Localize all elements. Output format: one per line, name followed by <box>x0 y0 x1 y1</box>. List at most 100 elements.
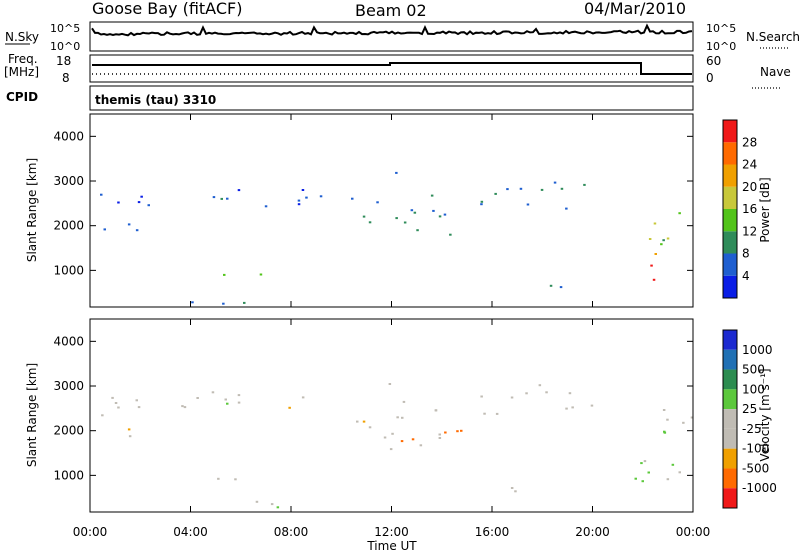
power-echo-cell <box>549 284 553 287</box>
velocity-echo-cell <box>411 438 415 441</box>
velocity-colorbar-frame <box>722 329 738 509</box>
velocity-echo-cell <box>224 398 227 401</box>
velocity-echo-cell <box>480 395 483 398</box>
power-echo-cell <box>410 209 414 212</box>
velocity-echo-cell <box>117 406 120 409</box>
beam-title: Beam 02 <box>355 1 427 20</box>
cpid-label: CPID <box>6 90 38 104</box>
freq-label: Freq. <box>8 52 38 66</box>
velocity-y-tick-label: 4000 <box>53 334 84 348</box>
velocity-echo-cell <box>181 405 184 408</box>
power-colorbar-tick: 4 <box>742 269 750 283</box>
power-colorbar-tick: 8 <box>742 247 750 261</box>
power-colorbar-tick: 12 <box>742 224 757 238</box>
power-echo-cell <box>376 201 379 204</box>
power-echo-cell <box>259 273 263 276</box>
power-echo-cell <box>137 201 141 204</box>
velocity-colorbar-tick: 500 <box>742 363 765 377</box>
power-echo-cell <box>222 302 225 305</box>
velocity-echo-cell <box>234 478 237 481</box>
power-echo-cell <box>117 201 120 204</box>
velocity-colorbar-segment <box>723 389 737 410</box>
velocity-colorbar-segment <box>723 448 737 469</box>
radar-title: Goose Bay (fitACF) <box>92 0 242 18</box>
velocity-echo-cell <box>288 406 291 409</box>
power-echo-cell <box>100 193 103 196</box>
power-echo-cell <box>432 209 435 212</box>
velocity-echo-cell <box>237 394 241 397</box>
velocity-echo-cell <box>682 421 685 424</box>
velocity-echo-cell <box>647 471 650 474</box>
velocity-echo-cell <box>643 460 647 463</box>
power-echo-cell <box>127 223 131 226</box>
cpid-text: themis (tau) 3310 <box>95 93 216 107</box>
velocity-echo-cell <box>678 471 681 474</box>
velocity-y-tick-label: 2000 <box>53 424 84 438</box>
velocity-echo-cell <box>666 418 669 421</box>
velocity-echo-cell <box>389 448 393 451</box>
power-echo-points <box>100 171 681 305</box>
noise-tick-low: 10^0 <box>50 40 80 53</box>
date-title: 04/Mar/2010 <box>584 0 686 18</box>
velocity-echo-cell <box>434 409 438 412</box>
power-colorbar-tick: 20 <box>742 180 757 194</box>
power-colorbar-tick: 16 <box>742 202 757 216</box>
power-echo-cell <box>480 203 483 206</box>
power-echo-cell <box>103 228 106 231</box>
x-tick-label: 12:00 <box>374 525 409 539</box>
velocity-echo-cell <box>456 430 459 433</box>
power-colorbar-tick: 28 <box>742 135 757 149</box>
velocity-echo-cell <box>356 420 359 423</box>
power-y-tick-label: 3000 <box>53 174 84 188</box>
velocity-echo-cell <box>590 404 594 407</box>
power-echo-cell <box>666 237 670 240</box>
noise-tick-high: 10^5 <box>50 22 80 35</box>
velocity-echo-cell <box>111 396 114 399</box>
power-echo-cell <box>560 187 564 190</box>
power-colorbar-segment <box>723 209 737 232</box>
nsearch-label: N.Search <box>746 30 800 44</box>
power-echo-cell <box>540 188 544 191</box>
velocity-echo-cell <box>495 412 499 415</box>
freq-series <box>92 62 692 75</box>
velocity-echo-cell <box>402 400 406 403</box>
velocity-colorbar-tick: -1000 <box>742 481 777 495</box>
velocity-echo-cell <box>217 477 220 480</box>
velocity-echo-cell <box>641 480 644 483</box>
power-colorbar-segment <box>723 275 737 298</box>
velocity-echo-cell <box>183 406 187 409</box>
power-echo-cell <box>519 187 523 190</box>
nave-tick-low: 0 <box>706 71 714 85</box>
velocity-echo-cell <box>571 406 574 409</box>
power-echo-cell <box>660 243 663 246</box>
velocity-echo-cell <box>568 392 572 395</box>
x-tick-label: 04:00 <box>173 525 208 539</box>
velocity-colorbar-tick: -100 <box>742 442 769 456</box>
power-echo-cell <box>395 217 398 220</box>
power-echo-cell <box>553 181 557 184</box>
velocity-y-axis-label: Slant Range [km] <box>25 363 39 467</box>
velocity-echo-cell <box>301 396 305 399</box>
power-echo-cell <box>351 197 354 200</box>
power-colorbar-segment <box>723 231 737 254</box>
velocity-echo-cell <box>671 463 675 466</box>
velocity-echo-cell <box>237 401 241 404</box>
velocity-y-tick-label: 1000 <box>53 468 84 482</box>
velocity-echo-cell <box>514 490 517 493</box>
power-y-axis-label: Slant Range [km] <box>25 158 39 262</box>
velocity-echo-cell <box>135 399 138 402</box>
velocity-colorbar: 1000 500 100 25 -25 -100 -500 -1000 <box>722 329 777 509</box>
power-colorbar-frame <box>722 119 738 299</box>
velocity-colorbar-tick: 25 <box>742 402 757 416</box>
power-echo-cell <box>319 195 323 198</box>
power-echo-cell <box>653 222 657 225</box>
noise-tick-low-right: 10^0 <box>706 40 736 53</box>
power-echo-cell <box>237 189 241 192</box>
power-y-tick-label: 4000 <box>53 129 84 143</box>
power-echo-cell <box>430 194 434 197</box>
power-echo-cell <box>191 301 194 304</box>
freq-unit-label: [MHz] <box>4 65 39 79</box>
nave-label: Nave <box>760 65 791 79</box>
noise-tick-high-right: 10^5 <box>706 22 736 35</box>
